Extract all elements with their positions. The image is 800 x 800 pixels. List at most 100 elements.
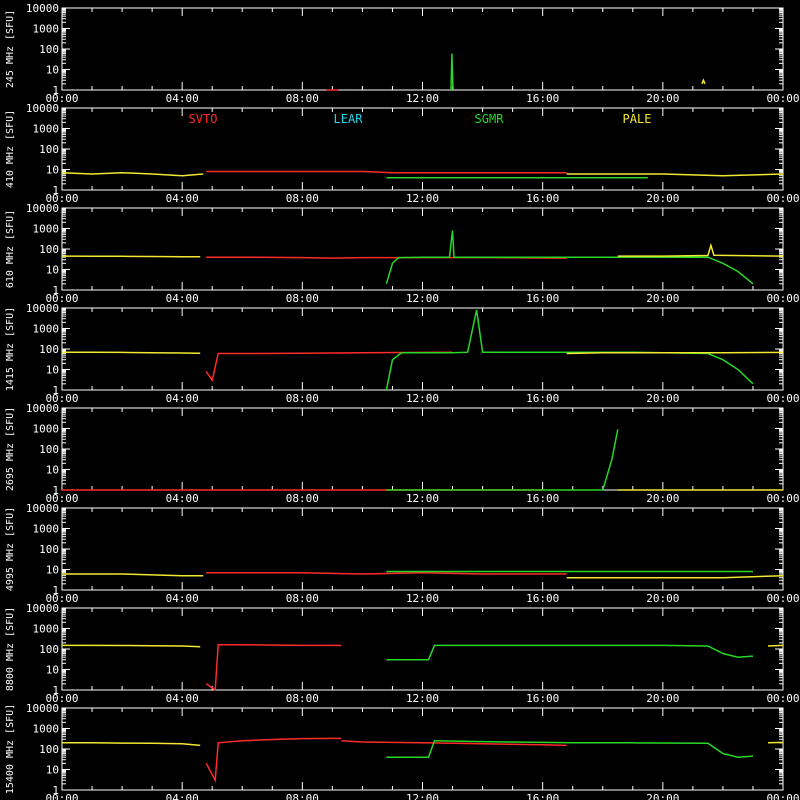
x-tick-label: 20:00 <box>646 192 679 205</box>
series-sgmr <box>385 230 754 285</box>
x-tick-label: 00:00 <box>766 592 799 605</box>
series-svto <box>205 351 453 383</box>
plot-frame <box>61 307 784 391</box>
y-tick-label: 1 <box>52 384 59 397</box>
series-pale <box>566 173 784 177</box>
y-tick-label: 100 <box>39 243 59 256</box>
x-tick-label: 16:00 <box>526 292 559 305</box>
x-tick-label: 08:00 <box>286 192 319 205</box>
plot-frame <box>61 7 784 91</box>
plot-frame <box>61 207 784 291</box>
x-tick-label: 08:00 <box>286 592 319 605</box>
x-tick-label: 16:00 <box>526 492 559 505</box>
y-tick-label: 10000 <box>26 602 59 615</box>
y-tick-label: 1000 <box>33 523 60 536</box>
y-tick-label: 100 <box>39 43 59 56</box>
x-tick-label: 20:00 <box>646 692 679 705</box>
y-axis-label: 15400 MHz [SFU] <box>5 704 16 794</box>
series-pale <box>701 78 706 85</box>
series-pale <box>61 255 201 258</box>
x-tick-label: 12:00 <box>406 492 439 505</box>
y-tick-label: 100 <box>39 743 59 756</box>
y-tick-label: 1000 <box>33 423 60 436</box>
series-svto <box>341 740 567 747</box>
x-tick-label: 20:00 <box>646 592 679 605</box>
y-tick-label: 1000 <box>33 123 60 136</box>
series-pale <box>62 644 201 648</box>
y-tick-label: 1000 <box>33 623 60 636</box>
x-tick-label: 04:00 <box>166 292 199 305</box>
series-pale <box>617 242 784 257</box>
y-tick-label: 10 <box>46 364 59 377</box>
x-tick-label: 08:00 <box>286 292 319 305</box>
x-tick-label: 00:00 <box>45 92 78 105</box>
y-tick-label: 10000 <box>26 702 59 715</box>
y-axis-label: 410 MHz [SFU] <box>5 110 16 188</box>
y-axis-label: 8800 MHz [SFU] <box>5 607 16 691</box>
x-tick-label: 08:00 <box>286 792 319 800</box>
y-axis-label: 4995 MHz [SFU] <box>5 507 16 591</box>
y-tick-label: 100 <box>39 143 59 156</box>
panel-8: 10000 1000 100 10 1 15400 MHz [SFU] 00:00 04:00… <box>5 702 800 800</box>
panel-2: 10000 1000 100 10 1 410 MHz [SFU] 00:00 04:00 08… <box>5 102 800 205</box>
x-tick-label: 00:00 <box>766 392 799 405</box>
y-tick-label: 1000 <box>33 23 60 36</box>
series-svto <box>205 644 342 692</box>
x-tick-label: 12:00 <box>406 392 439 405</box>
x-tick-label: 20:00 <box>646 492 679 505</box>
series-svto <box>205 737 342 783</box>
x-tick-label: 12:00 <box>406 692 439 705</box>
x-tick-label: 08:00 <box>286 92 319 105</box>
x-tick-label: 20:00 <box>646 92 679 105</box>
x-tick-label: 08:00 <box>286 392 319 405</box>
plot-frame <box>61 607 784 691</box>
series-pale <box>61 171 204 177</box>
x-tick-label: 00:00 <box>45 692 78 705</box>
series-pale <box>62 742 201 747</box>
y-tick-label: 10 <box>46 164 59 177</box>
x-tick-label: 08:00 <box>286 492 319 505</box>
plot-frame <box>61 407 784 491</box>
y-tick-label: 10000 <box>26 2 59 15</box>
x-tick-label: 04:00 <box>166 92 199 105</box>
series-pale <box>767 644 784 647</box>
series-pale <box>62 573 204 577</box>
y-tick-label: 100 <box>39 343 59 356</box>
x-tick-label: 16:00 <box>526 792 559 800</box>
legend-pale: PALE <box>623 112 652 126</box>
y-tick-label: 1 <box>52 684 59 697</box>
series-sgmr <box>385 309 754 391</box>
y-tick-label: 10000 <box>26 302 59 315</box>
series-sgmr <box>450 53 454 91</box>
y-tick-label: 10 <box>46 64 59 77</box>
legend-lear: LEAR <box>334 112 364 126</box>
y-tick-label: 1 <box>52 484 59 497</box>
y-tick-label: 10 <box>46 464 59 477</box>
x-tick-label: 00:00 <box>766 192 799 205</box>
x-tick-label: 04:00 <box>166 592 199 605</box>
series-sgmr <box>386 429 619 491</box>
y-tick-label: 1000 <box>33 323 60 336</box>
y-tick-label: 1000 <box>33 223 60 236</box>
y-tick-label: 10000 <box>26 202 59 215</box>
x-tick-label: 00:00 <box>766 92 799 105</box>
plot-frame <box>61 707 784 791</box>
y-tick-label: 10000 <box>26 402 59 415</box>
y-tick-label: 10 <box>46 764 59 777</box>
x-tick-label: 00:00 <box>45 292 78 305</box>
y-tick-label: 100 <box>39 543 59 556</box>
panel-3: 10000 1000 100 10 1 610 MHz [SFU] 00:00 04:00 08… <box>5 202 800 305</box>
y-tick-label: 10 <box>46 664 59 677</box>
x-tick-label: 04:00 <box>166 492 199 505</box>
y-axis-label: 610 MHz [SFU] <box>5 210 16 288</box>
x-tick-label: 16:00 <box>526 192 559 205</box>
x-tick-label: 00:00 <box>45 192 78 205</box>
x-tick-label: 12:00 <box>406 192 439 205</box>
y-tick-label: 10 <box>46 264 59 277</box>
x-tick-label: 16:00 <box>526 692 559 705</box>
x-tick-label: 16:00 <box>526 392 559 405</box>
x-tick-label: 00:00 <box>766 792 799 800</box>
x-tick-label: 20:00 <box>646 392 679 405</box>
y-tick-label: 100 <box>39 643 59 656</box>
